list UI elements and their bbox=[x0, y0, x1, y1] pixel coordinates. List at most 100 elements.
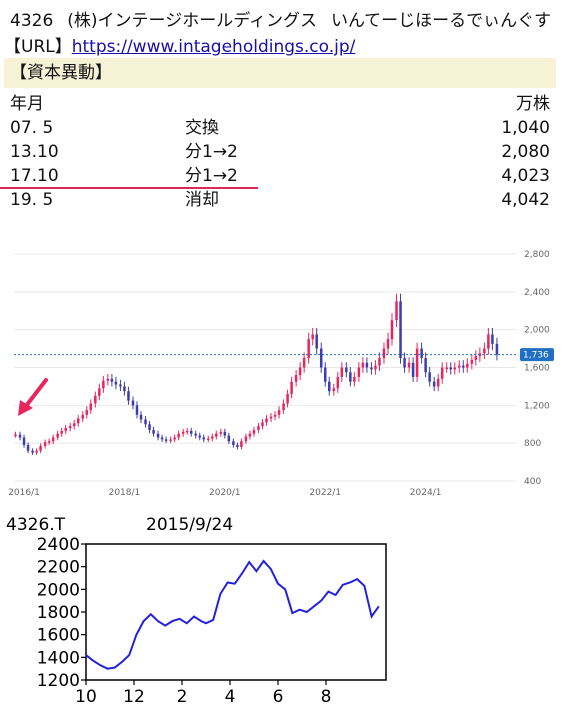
candle-body bbox=[328, 381, 331, 392]
candle-body bbox=[323, 367, 327, 382]
candle-body bbox=[131, 400, 135, 406]
candle-body bbox=[232, 441, 235, 446]
candle-body bbox=[483, 348, 486, 354]
candle-body bbox=[72, 423, 76, 427]
candle-body bbox=[257, 426, 260, 430]
candle-body bbox=[386, 339, 390, 349]
row-shares: 4,023 bbox=[501, 166, 550, 186]
y-tick-label: 1400 bbox=[37, 648, 80, 668]
candle-body bbox=[294, 375, 298, 382]
row-event: 分1→2 bbox=[185, 166, 238, 186]
candle-body bbox=[282, 403, 285, 411]
table-row: 13.10 分1→2 2,080 bbox=[10, 140, 550, 164]
candle-body bbox=[110, 378, 114, 382]
y-tick-label: 2000 bbox=[37, 580, 80, 600]
candle-body bbox=[22, 437, 26, 446]
x-tick-label: 6 bbox=[273, 687, 284, 706]
y-axis-ticks: 2,800 2,400 2,000 1,600 1,200 800 400 bbox=[524, 250, 550, 487]
candle-body bbox=[68, 426, 72, 429]
current-price-tag bbox=[520, 348, 554, 362]
candle-body bbox=[215, 433, 218, 437]
candle-body bbox=[152, 429, 155, 434]
col-date-header: 年月 bbox=[10, 94, 44, 114]
company-url-link[interactable]: https://www.intageholdings.co.jp/ bbox=[71, 37, 356, 57]
candle-body bbox=[81, 414, 85, 419]
y-tick-label: 2400 bbox=[37, 535, 80, 555]
candle-body bbox=[194, 433, 197, 436]
candle-body bbox=[169, 439, 172, 441]
candle-body bbox=[135, 405, 139, 415]
candle-body bbox=[35, 450, 38, 453]
candle-body bbox=[491, 334, 494, 344]
x-tick-label: 2018/1 bbox=[109, 488, 141, 498]
candle-body bbox=[445, 367, 448, 369]
candle-body bbox=[202, 437, 206, 440]
candle-body bbox=[248, 433, 252, 437]
y-tick-label: 1800 bbox=[37, 603, 80, 623]
candle-body bbox=[365, 362, 369, 368]
table-row: 19. 5 消却 4,042 bbox=[10, 188, 550, 212]
candle-body bbox=[102, 380, 105, 389]
y-tick-label: 1200 bbox=[37, 671, 80, 691]
candle-body bbox=[39, 446, 42, 451]
candle-body bbox=[424, 358, 427, 373]
candle-body bbox=[453, 367, 457, 370]
candle-body bbox=[173, 437, 176, 440]
candle-body bbox=[89, 403, 93, 411]
candle-body bbox=[286, 393, 289, 404]
candle-body bbox=[64, 428, 67, 431]
candle-body bbox=[223, 431, 227, 436]
col-unit-header: 万株 bbox=[516, 94, 550, 114]
candle-body bbox=[462, 365, 465, 368]
candle-body bbox=[114, 381, 118, 385]
row-date: 07. 5 bbox=[10, 118, 54, 138]
candle-body bbox=[374, 365, 377, 370]
stock-code: 4326 bbox=[10, 11, 54, 31]
candle-body bbox=[160, 437, 164, 440]
highlight-underline bbox=[0, 187, 258, 189]
candle-body bbox=[269, 416, 273, 419]
current-price-label: 1,736 bbox=[523, 351, 549, 361]
y-tick-label: 2200 bbox=[37, 558, 80, 578]
candle-body bbox=[336, 376, 340, 389]
candle-body bbox=[436, 378, 440, 387]
candle-body bbox=[177, 433, 180, 438]
candle-body bbox=[298, 367, 302, 376]
candle-body bbox=[156, 433, 160, 438]
x-axis-ticks: 10 12 2 4 6 8 bbox=[75, 680, 331, 706]
y-tick-label: 2,400 bbox=[524, 288, 550, 298]
candle-body bbox=[403, 358, 406, 368]
candle-body bbox=[474, 356, 478, 360]
candle-body bbox=[77, 418, 80, 424]
candle-body bbox=[370, 367, 373, 370]
y-tick-label: 400 bbox=[524, 477, 541, 487]
candle-body bbox=[164, 439, 168, 441]
candle-body bbox=[411, 362, 415, 377]
candle-body bbox=[340, 367, 344, 377]
candle-body bbox=[123, 386, 126, 392]
candlesticks bbox=[14, 293, 499, 455]
candle-body bbox=[185, 430, 189, 433]
candle-body bbox=[219, 431, 223, 434]
capital-table: 年月 万株 07. 5 交換 1,040 13.10 分1→2 2,080 17… bbox=[10, 92, 550, 212]
candle-body bbox=[470, 359, 474, 364]
y-tick-label: 1600 bbox=[37, 626, 80, 646]
plot-frame bbox=[85, 543, 387, 681]
candle-body bbox=[440, 367, 444, 379]
candle-body bbox=[487, 334, 490, 349]
candle-body bbox=[382, 348, 386, 359]
candle-body bbox=[378, 358, 381, 366]
candle-body bbox=[432, 381, 436, 387]
url-label: 【URL】 bbox=[4, 37, 72, 57]
candle-body bbox=[106, 378, 110, 381]
company-reading: いんてーじほーるでぃんぐす bbox=[331, 11, 552, 31]
table-row: 17.10 分1→2 4,023 bbox=[10, 164, 550, 188]
y-tick-label: 2,800 bbox=[524, 250, 550, 260]
pointer-arrow-icon bbox=[18, 378, 48, 416]
candle-body bbox=[98, 388, 101, 396]
y-tick-label: 1,200 bbox=[524, 401, 550, 411]
y-tick-label: 800 bbox=[524, 439, 541, 449]
table-row: 07. 5 交換 1,040 bbox=[10, 116, 550, 140]
candle-body bbox=[181, 431, 185, 434]
x-tick-label: 4 bbox=[225, 687, 236, 706]
